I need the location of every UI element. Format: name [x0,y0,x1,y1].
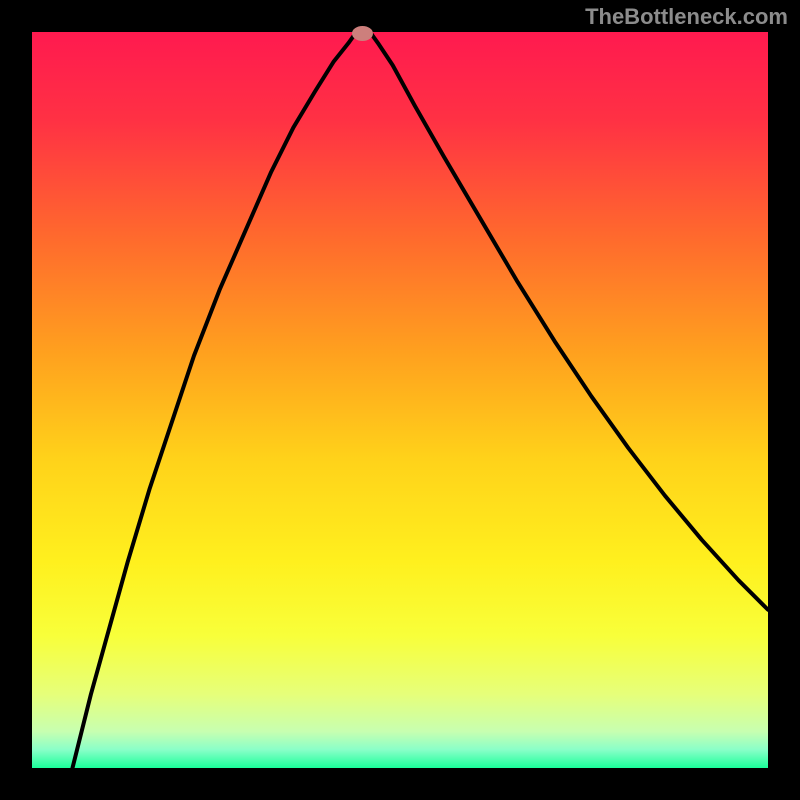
optimal-point-marker [352,26,372,40]
bottleneck-chart [0,0,800,800]
watermark-text: TheBottleneck.com [585,4,788,30]
gradient-background [32,32,768,768]
chart-container: TheBottleneck.com [0,0,800,800]
